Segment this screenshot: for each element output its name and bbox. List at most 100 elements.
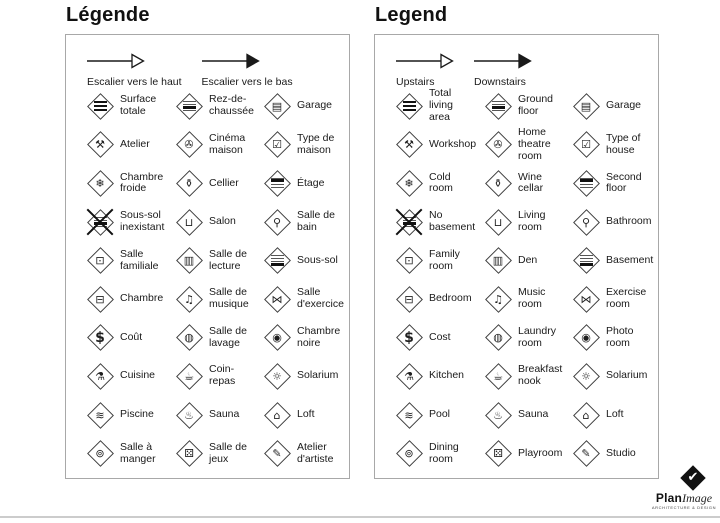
- family-room-icon: ⊡: [86, 247, 114, 275]
- wine-cellar-icon: ⚱: [175, 169, 203, 197]
- laundry-icon: ◍: [484, 324, 512, 352]
- basement-icon: [572, 247, 600, 275]
- workshop-icon: ⚒: [86, 131, 114, 159]
- legend-item-label: Bedroom: [429, 292, 472, 305]
- legend-item-house-type: ☑ Type of house: [572, 131, 654, 159]
- legend-item-bathroom: ⚲ Bathroom: [572, 208, 654, 236]
- ground-floor-icon: [175, 92, 203, 120]
- planimage-logo: ✔ PlanImage ARCHITECTURE & DESIGN: [651, 466, 717, 510]
- panel-title-en: Legend: [375, 4, 448, 26]
- kitchen-icon: ⚗: [395, 362, 423, 390]
- panel-title-fr: Légende: [66, 4, 150, 26]
- legend-item-label: Sous-sol inexistant: [120, 209, 165, 234]
- legend-item-label: Workshop: [429, 137, 477, 150]
- legend-item-label: Exercise room: [606, 286, 647, 311]
- solarium-icon: ☼: [263, 362, 291, 390]
- legend-item-label: Salle de lecture: [209, 247, 247, 272]
- legend-item-label: Breakfast nook: [518, 363, 563, 388]
- legend-item-cold-room: ❄ Chambre froide: [86, 169, 175, 197]
- legend-item-second-floor: Second floor: [572, 169, 654, 197]
- legend-item-label: Salle de musique: [209, 286, 249, 311]
- total-area-icon: [86, 92, 114, 120]
- legend-item-sauna: ♨ Sauna: [484, 401, 572, 429]
- legend-item-house-type: ☑ Type de maison: [263, 131, 345, 159]
- legend-panel-fr: Légende Escalier vers le haut Escalier ver…: [65, 4, 350, 479]
- no-basement-icon: [86, 208, 114, 236]
- legend-item-solarium: ☼ Solarium: [572, 362, 654, 390]
- legend-item-garage: ▤ Garage: [263, 92, 345, 120]
- legend-item-studio: ✎ Studio: [572, 440, 654, 468]
- legend-item-cost: $ Cost: [395, 324, 484, 352]
- legend-item-music-room: ♫ Music room: [484, 285, 572, 313]
- legend-item-label: Wine cellar: [518, 170, 544, 195]
- stairs-arrows: Upstairs Downstairs: [396, 53, 532, 88]
- family-room-icon: ⊡: [395, 247, 423, 275]
- legend-item-label: Home theatre room: [518, 125, 551, 162]
- legend-item-cost: $ Coût: [86, 324, 175, 352]
- legend-item-bedroom: ⊟ Bedroom: [395, 285, 484, 313]
- legend-item-label: Salle à manger: [120, 440, 156, 465]
- legend-item-label: Atelier d'artiste: [297, 440, 334, 465]
- legend-item-label: Sous-sol: [297, 253, 338, 266]
- arrow-label: Escalier vers le bas: [201, 76, 293, 88]
- stairs-down-arrow-icon: [474, 53, 532, 74]
- legend-item-photo-room: ◉ Photo room: [572, 324, 654, 352]
- legend-panel-en: Legend Upstairs Downstairs Total living are…: [374, 4, 659, 479]
- planimage-wordmark: PlanImage: [651, 492, 717, 504]
- den-icon: ▥: [175, 247, 203, 275]
- legend-item-label: Ground floor: [518, 93, 554, 118]
- legend-item-dining-room: ⊚ Salle à manger: [86, 440, 175, 468]
- stairs-up-arrow-icon: [396, 53, 454, 74]
- legend-item-label: No basement: [429, 209, 476, 234]
- legend-item-breakfast: ☕ Breakfast nook: [484, 362, 572, 390]
- legend-item-label: Living room: [518, 209, 546, 234]
- legend-item-label: Music room: [518, 286, 546, 311]
- legend-item-label: Pool: [429, 408, 451, 421]
- arrow-label: Escalier vers le haut: [87, 76, 182, 88]
- legend-item-home-theatre: ✇ Cinéma maison: [175, 131, 263, 159]
- studio-icon: ✎: [572, 440, 600, 468]
- legend-item-label: Loft: [606, 408, 624, 421]
- legend-item-label: Garage: [297, 99, 333, 112]
- legend-item-label: Rez-de- chaussée: [209, 93, 254, 118]
- legend-item-pool: ≋ Pool: [395, 401, 484, 429]
- laundry-icon: ◍: [175, 324, 203, 352]
- bathroom-icon: ⚲: [263, 208, 291, 236]
- legend-item-label: Cost: [429, 330, 451, 343]
- legend-item-label: Salle familiale: [120, 247, 159, 272]
- legend-item-label: Cellier: [209, 176, 239, 189]
- music-room-icon: ♫: [484, 285, 512, 313]
- checkmark-icon: ✔: [681, 466, 705, 490]
- legend-item-label: Family room: [429, 247, 460, 272]
- playroom-icon: ⚄: [175, 440, 203, 468]
- legend-item-label: Solarium: [606, 369, 648, 382]
- legend-item-label: Salle de lavage: [209, 324, 247, 349]
- legend-item-label: Chambre noire: [297, 324, 341, 349]
- bathroom-icon: ⚲: [572, 208, 600, 236]
- wine-cellar-icon: ⚱: [484, 169, 512, 197]
- legend-item-label: Chambre: [120, 292, 164, 305]
- dining-room-icon: ⊚: [86, 440, 114, 468]
- legend-item-basement: Sous-sol: [263, 247, 345, 275]
- legend-item-label: Type of house: [606, 131, 641, 156]
- legend-item-label: Garage: [606, 99, 642, 112]
- legend-item-no-basement: No basement: [395, 208, 484, 236]
- basement-icon: [263, 247, 291, 275]
- legend-item-label: Chambre froide: [120, 170, 164, 195]
- legend-item-label: Type de maison: [297, 131, 335, 156]
- legend-item-ground-floor: Ground floor: [484, 92, 572, 120]
- stairs-down-arrow: Downstairs: [474, 53, 532, 88]
- legend-item-label: Playroom: [518, 446, 563, 459]
- legend-item-music-room: ♫ Salle de musique: [175, 285, 263, 313]
- legend-item-label: Second floor: [606, 170, 642, 195]
- legend-item-label: Atelier: [120, 137, 150, 150]
- legend-item-label: Dining room: [429, 440, 459, 465]
- bedroom-icon: ⊟: [86, 285, 114, 313]
- studio-icon: ✎: [263, 440, 291, 468]
- legend-item-ground-floor: Rez-de- chaussée: [175, 92, 263, 120]
- house-type-icon: ☑: [572, 131, 600, 159]
- workshop-icon: ⚒: [395, 131, 423, 159]
- stairs-arrows: Escalier vers le haut Escalier vers le ba…: [87, 53, 293, 88]
- home-theatre-icon: ✇: [484, 131, 512, 159]
- den-icon: ▥: [484, 247, 512, 275]
